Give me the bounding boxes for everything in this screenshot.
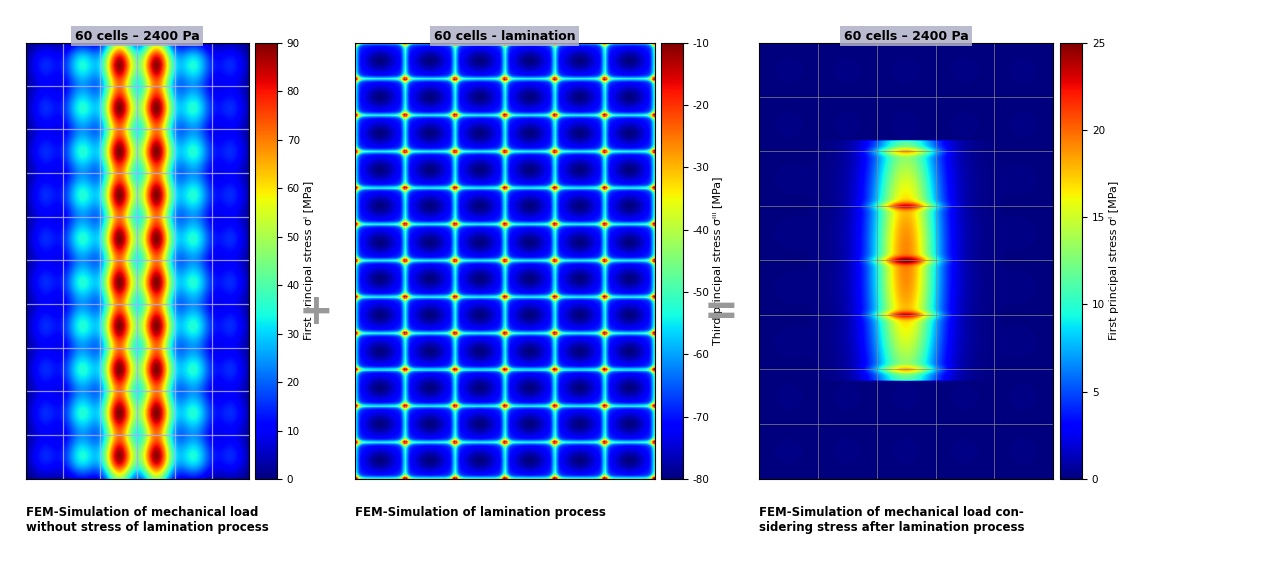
Text: +: +	[299, 291, 334, 333]
Title: 60 cells – 2400 Pa: 60 cells – 2400 Pa	[843, 29, 968, 43]
Y-axis label: First principal stress σᴵ [MPa]: First principal stress σᴵ [MPa]	[304, 181, 314, 340]
Y-axis label: First principal stress σᴵ [MPa]: First principal stress σᴵ [MPa]	[1109, 181, 1119, 340]
Title: 60 cells - lamination: 60 cells - lamination	[434, 29, 575, 43]
Title: 60 cells – 2400 Pa: 60 cells – 2400 Pa	[75, 29, 199, 43]
Text: FEM-Simulation of mechanical load
without stress of lamination process: FEM-Simulation of mechanical load withou…	[26, 506, 268, 534]
Text: FEM-Simulation of mechanical load con-
sidering stress after lamination process: FEM-Simulation of mechanical load con- s…	[759, 506, 1025, 534]
Text: FEM-Simulation of lamination process: FEM-Simulation of lamination process	[355, 506, 606, 519]
Text: =: =	[703, 291, 739, 333]
Y-axis label: Third principal stress σᴵᴵᴵ [MPa]: Third principal stress σᴵᴵᴵ [MPa]	[713, 176, 723, 345]
